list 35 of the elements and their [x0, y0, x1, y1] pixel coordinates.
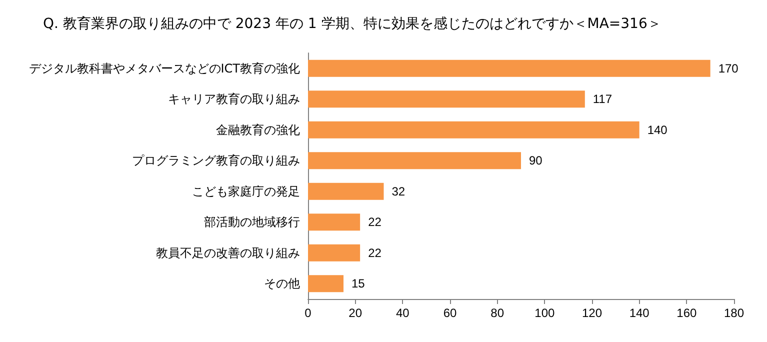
x-tick-label: 140: [629, 306, 650, 320]
y-tick-label: キャリア教育の取り組み: [168, 92, 300, 106]
y-tick-label: デジタル教科書やメタバースなどのICT教育の強化: [28, 61, 300, 76]
data-label: 170: [718, 61, 739, 76]
bar: [308, 121, 640, 138]
data-label: 90: [529, 154, 543, 168]
y-tick-label: 部活動の地域移行: [204, 215, 300, 230]
x-tick-label: 20: [348, 306, 362, 320]
x-tick-label: 0: [304, 306, 312, 320]
x-tick-label: 180: [724, 306, 744, 320]
data-label: 22: [368, 215, 382, 230]
y-tick-label: プログラミング教育の取り組み: [132, 154, 300, 168]
data-label: 117: [592, 92, 612, 106]
bar: [308, 275, 344, 292]
y-tick-label: こども家庭庁の発足: [192, 184, 300, 198]
bar: [308, 244, 360, 262]
data-label: 32: [392, 184, 406, 198]
bar: [308, 182, 384, 200]
x-tick-label: 40: [396, 306, 410, 320]
data-label: 22: [368, 246, 382, 260]
x-tick-label: 60: [443, 306, 457, 320]
chart-title: Q. 教育業界の取り組みの中で 2023 年の 1 学期、特に効果を感じたのはどれですか＜MA=316＞: [43, 15, 662, 32]
y-tick-label: その他: [264, 276, 300, 291]
y-tick-label: 教員不足の改善の取り組み: [156, 246, 300, 260]
bar: [308, 152, 521, 170]
data-label: 140: [647, 122, 668, 137]
bar: [308, 90, 585, 108]
x-tick-label: 100: [534, 306, 555, 320]
bar: [308, 214, 360, 231]
x-tick-label: 160: [676, 306, 697, 320]
bar: [308, 60, 710, 77]
y-tick-label: 金融教育の強化: [216, 122, 300, 137]
data-label: 15: [352, 276, 366, 291]
x-tick-label: 120: [582, 306, 602, 320]
x-tick-label: 80: [490, 306, 504, 320]
